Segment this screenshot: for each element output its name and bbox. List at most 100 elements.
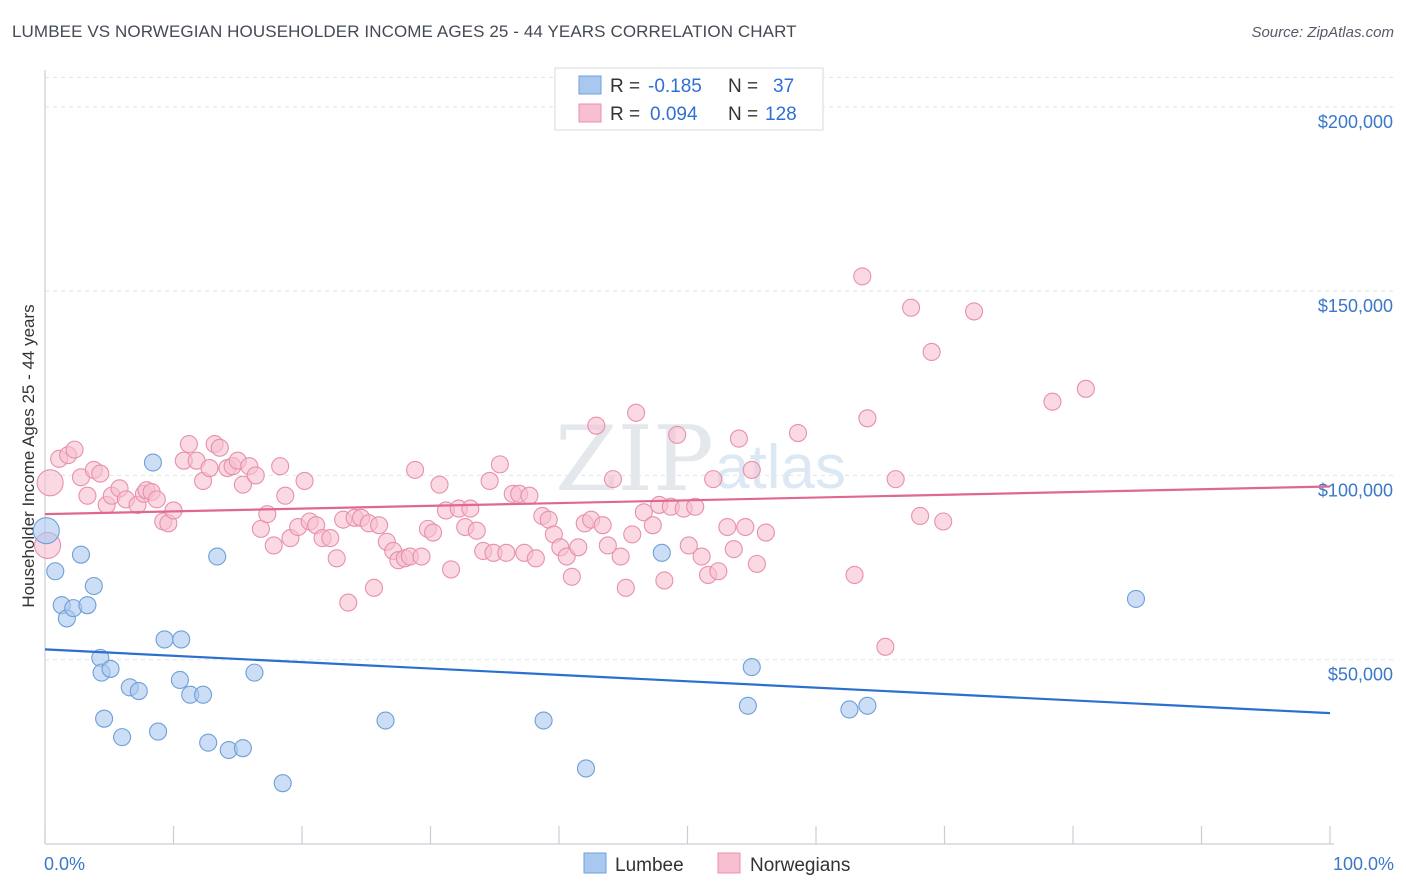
norwegians-point (480, 471, 499, 491)
lumbee-point (129, 681, 148, 701)
lumbee-point (101, 659, 120, 678)
lumbee-points (32, 453, 1146, 793)
norwegians-point (497, 543, 516, 562)
norwegians-point (442, 560, 461, 579)
norwegians-point (692, 547, 711, 566)
lumbee-point (172, 630, 191, 649)
norwegians-point (406, 460, 425, 479)
norwegians-point (370, 516, 389, 535)
norwegians-point (1043, 392, 1062, 411)
lumbee-point (245, 663, 264, 682)
norwegians-point (886, 470, 905, 489)
norwegians-point (78, 486, 97, 505)
norwegians-trend-line (44, 485, 1331, 516)
chart-title: LUMBEE VS NORWEGIAN HOUSEHOLDER INCOME A… (12, 22, 797, 41)
norwegians-point (655, 571, 674, 590)
norwegians-point (65, 440, 84, 459)
y-tick-label: $100,000 (1318, 480, 1393, 500)
stats-legend: R = -0.185 N = 37 R = 0.094 N = 128 (554, 67, 824, 131)
norwegians-point (36, 469, 64, 497)
norwegians-point (634, 503, 653, 522)
lumbee-point (32, 517, 60, 545)
legend-r-label-norwegians: R = (610, 104, 640, 125)
norwegians-point (747, 554, 766, 573)
legend-n-value-norwegians: 128 (765, 104, 797, 125)
series-legend-swatch-lumbee (583, 852, 607, 874)
y-tick-label: $200,000 (1318, 112, 1393, 132)
trend-lines (44, 485, 1331, 715)
x-tick-label-max: 100.0% (1333, 854, 1394, 874)
norwegians-point (412, 547, 431, 566)
norwegians-point (364, 578, 384, 597)
series-legend-swatch-norwegians (717, 852, 741, 874)
norwegians-point (623, 525, 642, 544)
norwegians-points (34, 267, 1095, 656)
norwegians-point (686, 497, 705, 516)
norwegians-point (246, 466, 265, 485)
norwegians-point (911, 506, 930, 526)
legend-r-value-norwegians: 0.094 (650, 104, 698, 125)
norwegians-point (965, 302, 984, 321)
norwegians-point (147, 490, 166, 509)
norwegians-point (922, 342, 941, 362)
legend-n-value-lumbee: 37 (773, 76, 794, 97)
norwegians-point (679, 536, 698, 555)
lumbee-trend-line (44, 648, 1331, 715)
y-axis-title: Householder Income Ages 25 - 44 years (19, 304, 38, 607)
lumbee-point (1126, 589, 1146, 608)
lumbee-point (78, 596, 97, 615)
lumbee-point (208, 547, 227, 566)
norwegians-point (520, 486, 539, 505)
norwegians-point (210, 438, 229, 457)
norwegians-point (339, 593, 358, 612)
lumbee-point (95, 709, 114, 728)
norwegians-point (200, 459, 219, 478)
norwegians-point (718, 517, 737, 537)
norwegians-point (788, 423, 808, 443)
lumbee-point (652, 543, 671, 562)
legend-swatch-norwegians (578, 103, 602, 123)
norwegians-point (327, 549, 346, 568)
lumbee-point (143, 453, 162, 472)
norwegians-point (490, 455, 509, 474)
norwegians-point (598, 536, 617, 555)
norwegians-point (424, 523, 443, 542)
axes (44, 70, 1334, 845)
norwegians-point (430, 475, 449, 494)
legend-swatch-lumbee (578, 75, 602, 95)
lumbee-point (840, 700, 859, 719)
norwegians-point (91, 464, 110, 483)
watermark-zip: ZIP (555, 407, 714, 512)
norwegians-point (736, 517, 755, 537)
norwegians-point (742, 460, 761, 479)
norwegians-point (756, 523, 775, 542)
chart-source: Source: ZipAtlas.com (1251, 24, 1394, 41)
norwegians-point (603, 470, 623, 489)
lumbee-point (233, 739, 252, 758)
lumbee-point (194, 685, 213, 704)
lumbee-point (199, 733, 218, 752)
lumbee-point (71, 545, 91, 564)
norwegians-point (858, 409, 877, 428)
lumbee-point (46, 562, 65, 581)
legend-r-value-lumbee: -0.185 (648, 76, 702, 97)
norwegians-point (902, 298, 921, 317)
norwegians-point (668, 425, 687, 444)
series-legend-label-lumbee: Lumbee (615, 855, 684, 876)
norwegians-point (724, 540, 743, 559)
norwegians-point (616, 578, 635, 597)
series-legend-label-norwegians: Norwegians (750, 855, 850, 876)
norwegians-point (709, 562, 728, 581)
norwegians-point (627, 403, 646, 422)
norwegians-point (233, 475, 252, 494)
norwegians-point (611, 547, 630, 566)
norwegians-point (876, 637, 895, 656)
norwegians-point (704, 470, 723, 489)
norwegians-point (845, 565, 864, 584)
lumbee-point (273, 774, 292, 793)
norwegians-point (643, 516, 662, 535)
lumbee-point (84, 576, 103, 596)
lumbee-point (170, 670, 189, 690)
norwegians-point (569, 538, 588, 557)
y-tick-label: $150,000 (1318, 296, 1393, 316)
